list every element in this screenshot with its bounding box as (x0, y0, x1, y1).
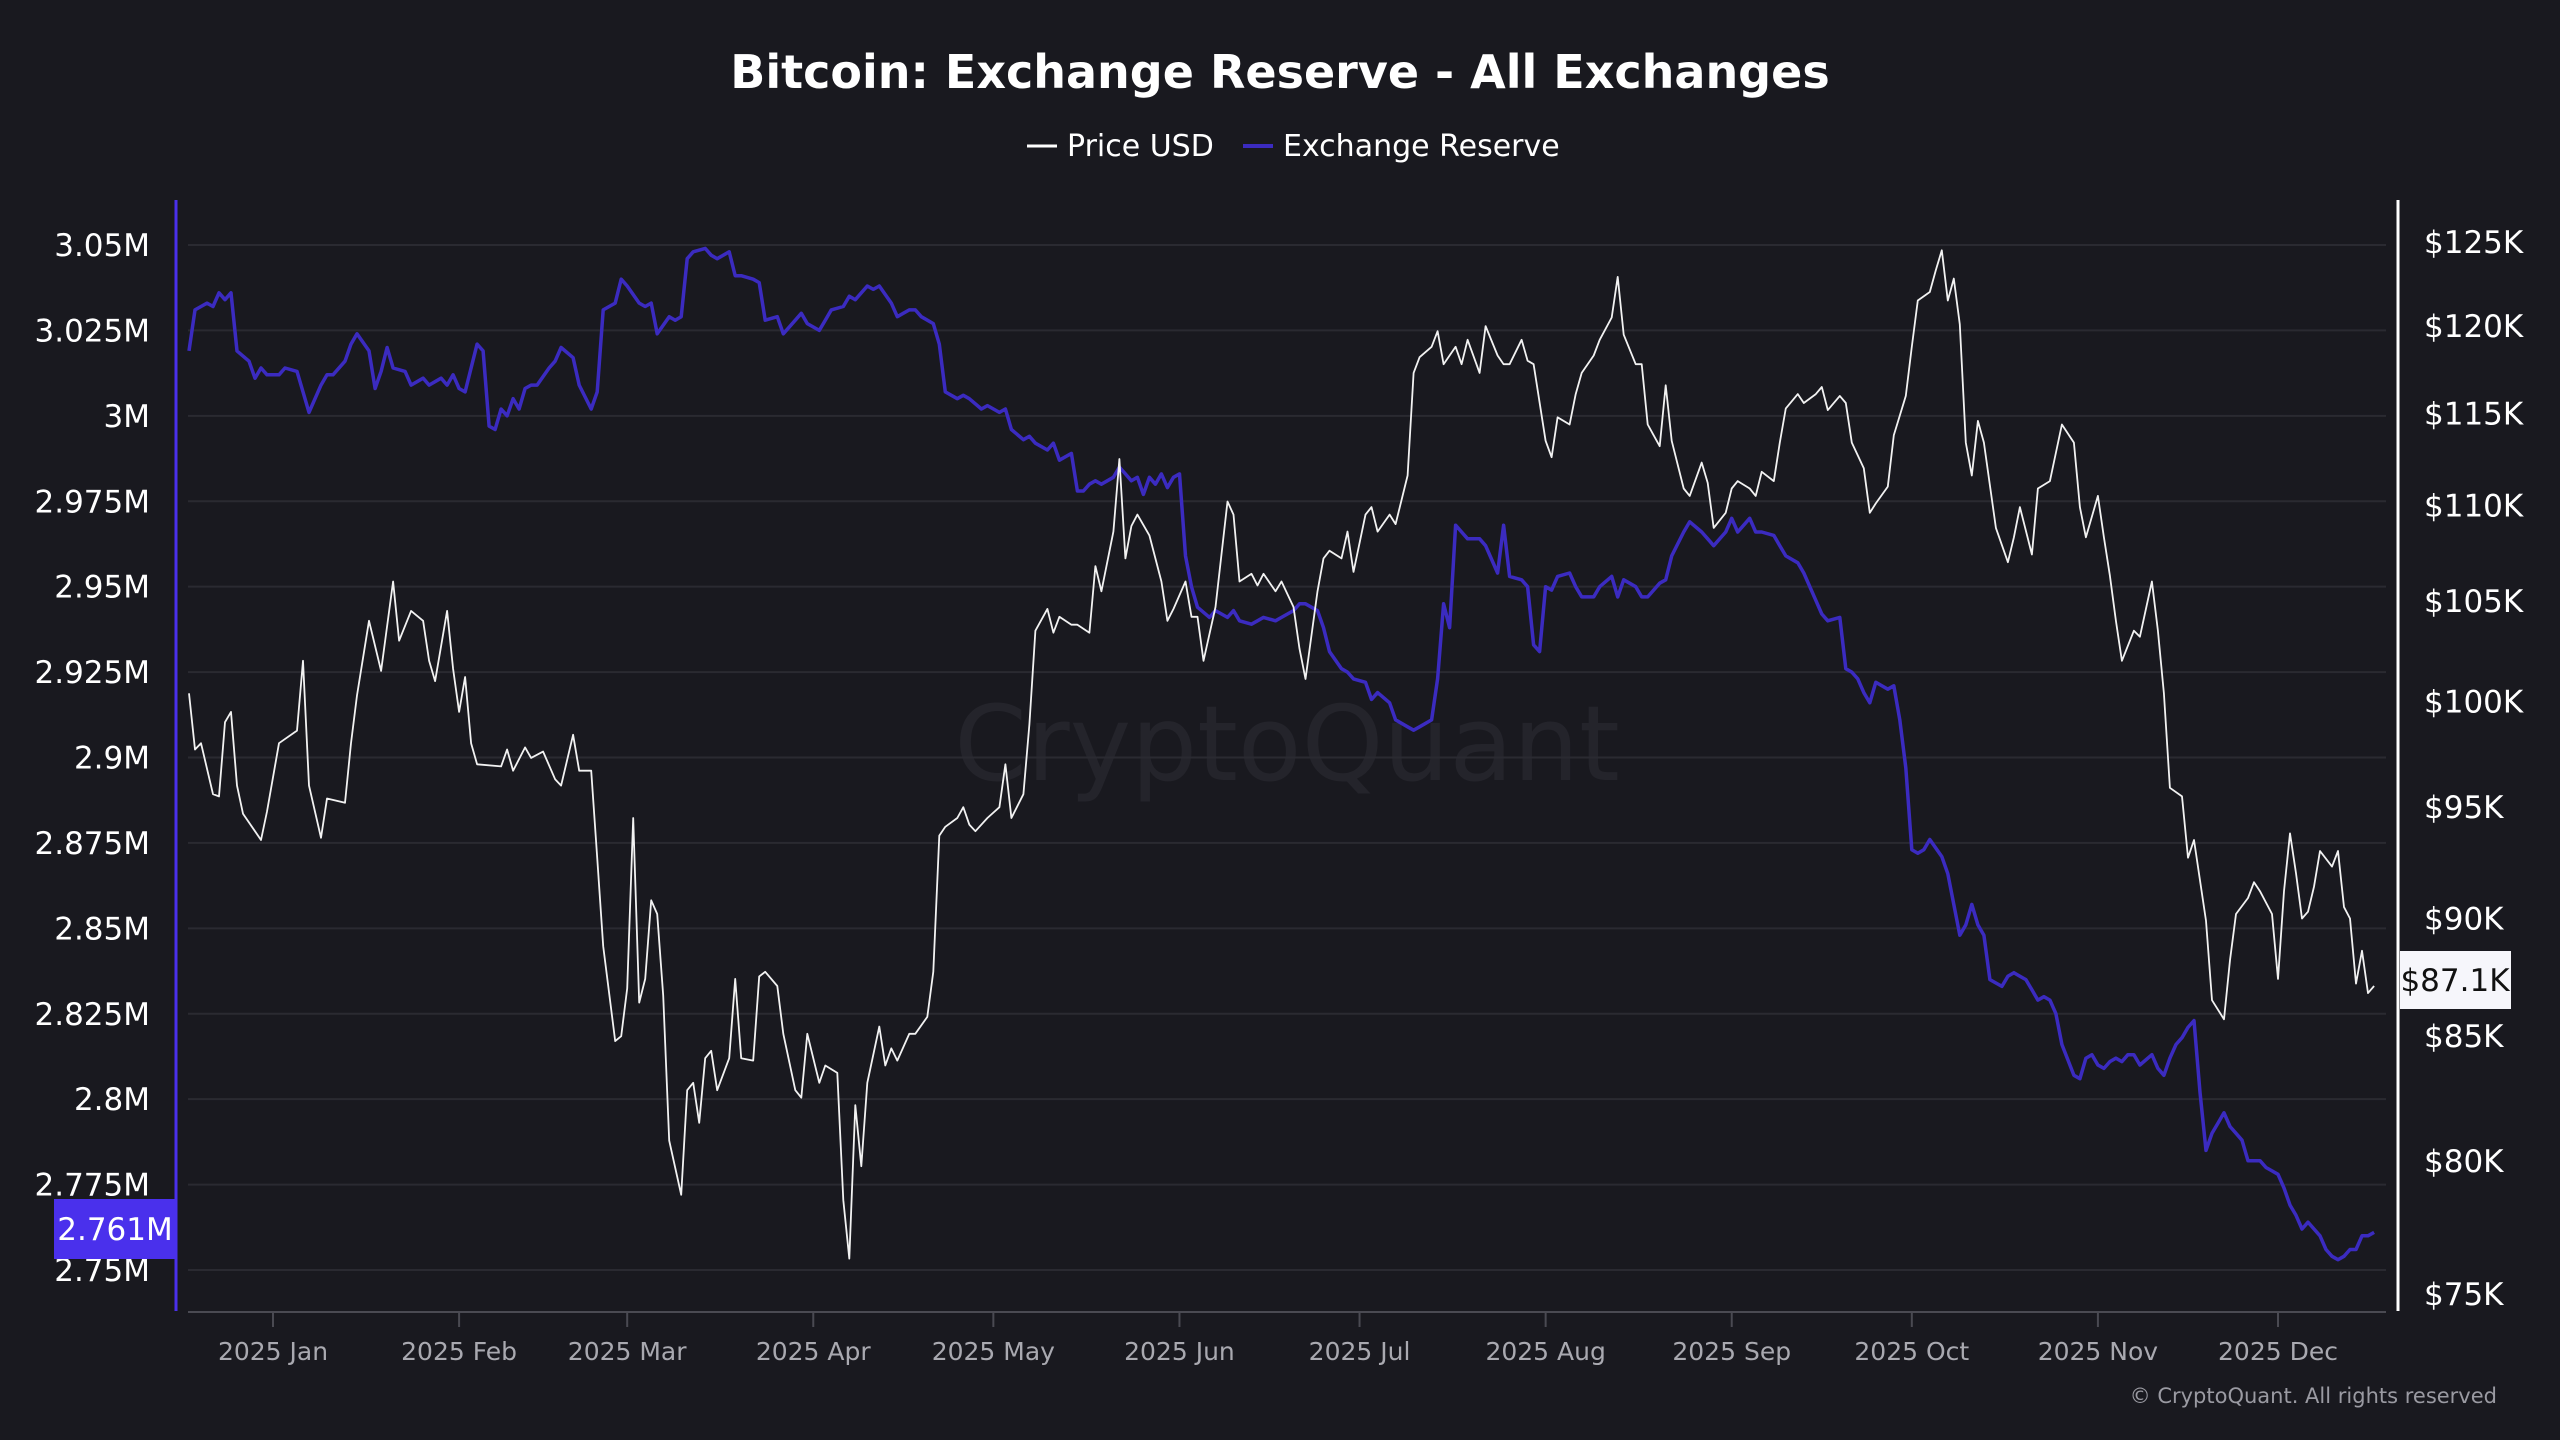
x-tick-label: 2025 Sep (1672, 1337, 1791, 1366)
left-tick-label: 3.05M (54, 228, 150, 264)
x-tick-label: 2025 Jan (218, 1337, 328, 1366)
left-tick-label: 2.8M (74, 1082, 150, 1118)
legend-reserve-label[interactable]: Exchange Reserve (1283, 129, 1560, 164)
x-tick-label: 2025 May (932, 1337, 1055, 1366)
right-current-value-badge: $87.1K (2400, 951, 2511, 1009)
right-tick-label: $75K (2424, 1277, 2504, 1313)
watermark: CryptoQuant (954, 683, 1620, 805)
right-tick-label: $100K (2424, 685, 2524, 721)
x-axis: 2025 Jan 2025 Feb 2025 Mar 2025 Apr 2025 May… (218, 1313, 2338, 1366)
chart-title: Bitcoin: Exchange Reserve - All Exchange… (730, 45, 1829, 99)
right-tick-label: $90K (2424, 902, 2504, 938)
x-tick-label: 2025 Oct (1854, 1337, 1969, 1366)
x-tick-label: 2025 Apr (756, 1337, 872, 1366)
right-tick-label: $95K (2424, 790, 2504, 826)
left-tick-label: 2.775M (35, 1168, 151, 1204)
series-line-price-usd (188, 249, 2375, 1260)
left-tick-label: 2.975M (35, 484, 151, 520)
gridlines (188, 244, 2386, 1271)
left-tick-label: 2.825M (35, 997, 151, 1033)
left-tick-label: 2.9M (74, 741, 150, 777)
right-tick-label: $120K (2424, 309, 2524, 345)
left-tick-label: 2.95M (54, 570, 150, 606)
right-axis-labels: $125K $120K $115K $110K $105K $100K $95K $90K $8… (2424, 225, 2524, 1313)
right-tick-label: $80K (2424, 1144, 2504, 1180)
copyright-footer: © CryptoQuant. All rights reserved (2130, 1384, 2497, 1408)
legend[interactable]: Price USD Exchange Reserve (1027, 129, 1560, 164)
left-tick-label: 2.925M (35, 655, 151, 691)
x-tick-label: 2025 Mar (568, 1337, 687, 1366)
left-tick-label: 2.85M (54, 911, 150, 947)
series-line-exchange-reserve (187, 246, 2375, 1262)
legend-price-label[interactable]: Price USD (1067, 129, 1214, 164)
left-axis-labels: 3.05M 3.025M 3M 2.975M 2.95M 2.925M 2.9M 2.875M… (35, 228, 151, 1289)
x-tick-label: 2025 Jul (1309, 1337, 1411, 1366)
left-tick-label: 3M (104, 399, 150, 435)
right-tick-label: $125K (2424, 225, 2524, 261)
x-tick-label: 2025 Feb (401, 1337, 517, 1366)
x-tick-label: 2025 Nov (2038, 1337, 2159, 1366)
x-tick-label: 2025 Dec (2218, 1337, 2338, 1366)
x-tick-label: 2025 Jun (1124, 1337, 1235, 1366)
right-tick-label: $110K (2424, 488, 2524, 524)
right-current-value: $87.1K (2400, 963, 2510, 999)
x-tick-label: 2025 Aug (1485, 1337, 1605, 1366)
right-tick-label: $85K (2424, 1019, 2504, 1055)
left-current-value-badge: 2.761M (54, 1199, 176, 1259)
left-current-value: 2.761M (57, 1212, 173, 1248)
left-tick-label: 2.875M (35, 826, 151, 862)
right-tick-label: $105K (2424, 584, 2524, 620)
left-tick-label: 3.025M (35, 313, 151, 349)
right-tick-label: $115K (2424, 397, 2524, 433)
